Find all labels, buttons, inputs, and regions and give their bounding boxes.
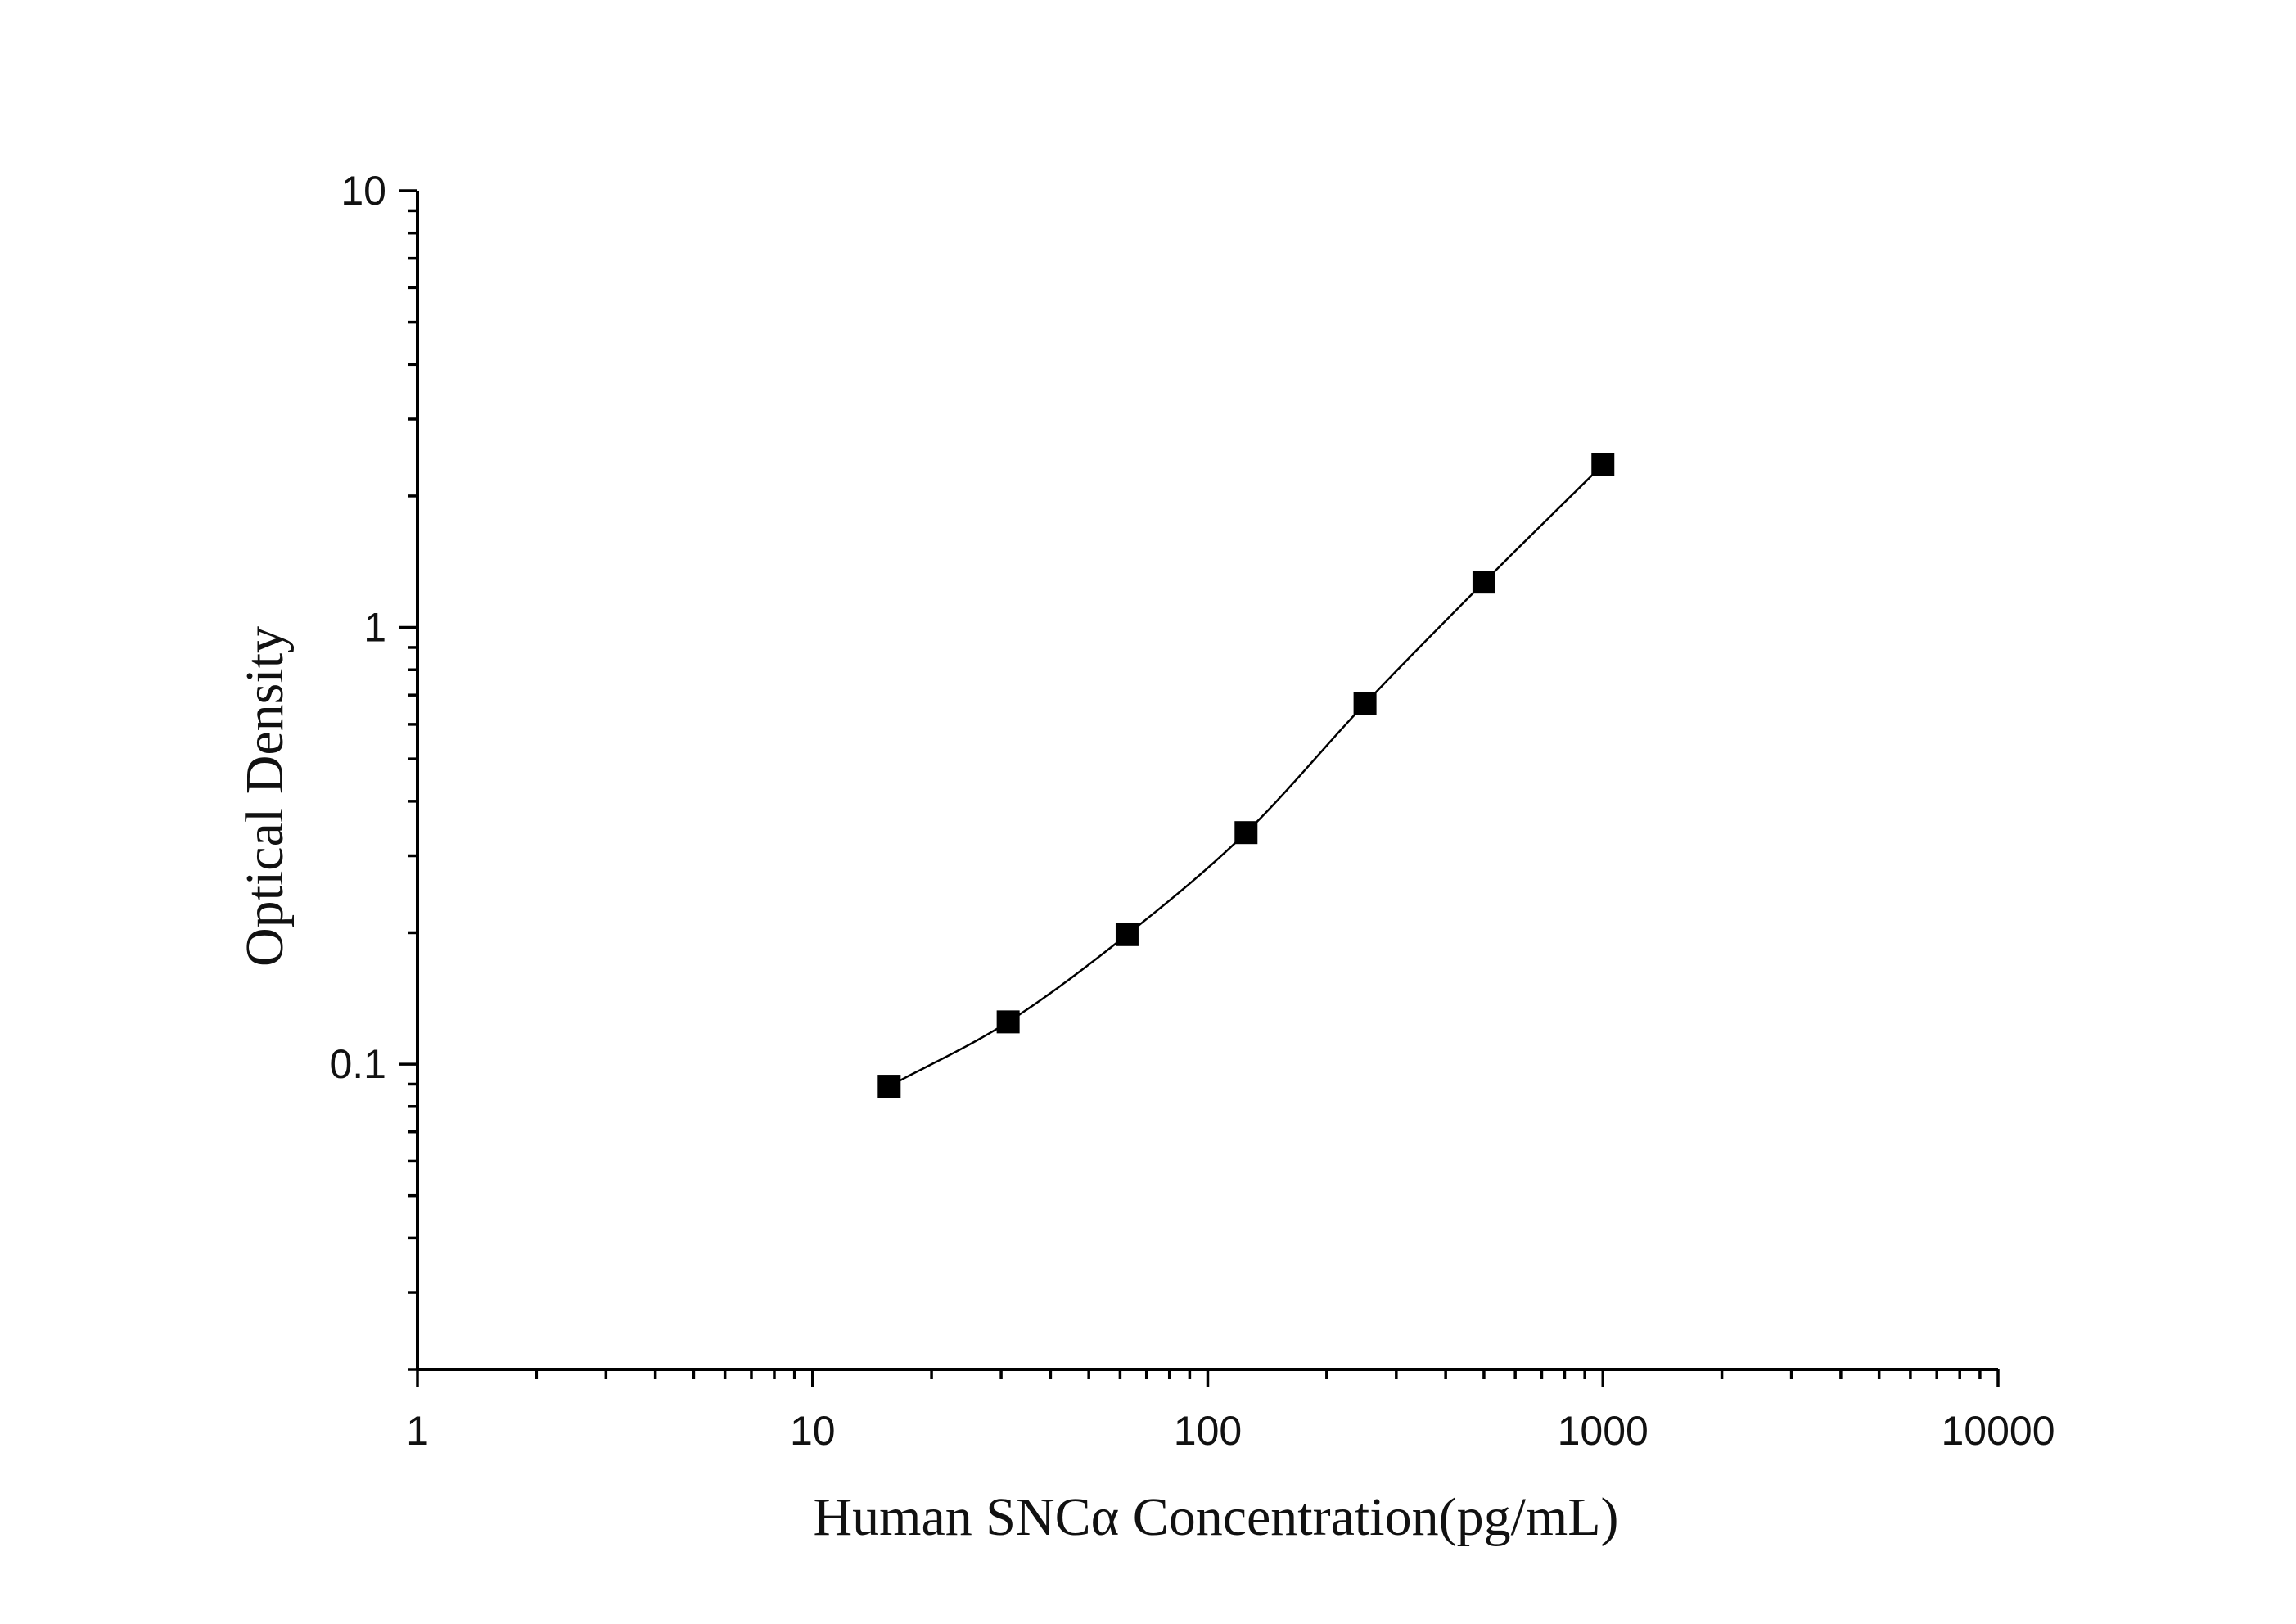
data-point	[1115, 923, 1139, 946]
x-tick-label: 1	[406, 1408, 429, 1454]
x-tick-label: 10000	[1941, 1408, 2055, 1454]
y-tick-label: 10	[341, 168, 386, 214]
y-axis-title: Optical Density	[235, 626, 295, 967]
axes	[416, 191, 1998, 1371]
x-tick-labels: 1 10 100 1000 10000	[406, 1408, 2055, 1454]
fitted-curve	[888, 463, 1604, 1088]
data-point	[1591, 453, 1615, 476]
data-point	[1353, 692, 1377, 715]
data-point	[877, 1075, 901, 1098]
x-tick-label: 10	[790, 1408, 836, 1454]
x-axis-title: Human SNCα Concentration(pg/mL)	[813, 1487, 1618, 1547]
data-point	[1234, 821, 1258, 845]
data-points	[877, 453, 1615, 1098]
x-tick-label: 100	[1174, 1408, 1242, 1454]
data-point	[996, 1010, 1020, 1034]
x-tick-label: 1000	[1558, 1408, 1649, 1454]
data-point	[1472, 571, 1495, 594]
y-tick-labels: 0.1 1 10	[329, 168, 386, 1087]
y-tick-label: 1	[363, 605, 386, 651]
y-tick-label: 0.1	[329, 1041, 386, 1087]
ticks-layer	[399, 189, 2000, 1387]
